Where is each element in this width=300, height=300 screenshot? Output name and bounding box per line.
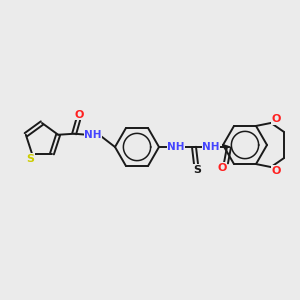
Text: O: O xyxy=(271,114,281,124)
Text: NH: NH xyxy=(84,130,102,140)
Text: O: O xyxy=(271,166,281,176)
Text: S: S xyxy=(193,165,201,175)
Text: O: O xyxy=(217,163,227,173)
Text: O: O xyxy=(74,110,84,120)
Text: NH: NH xyxy=(202,142,220,152)
Text: NH: NH xyxy=(167,142,185,152)
Text: S: S xyxy=(26,154,34,164)
